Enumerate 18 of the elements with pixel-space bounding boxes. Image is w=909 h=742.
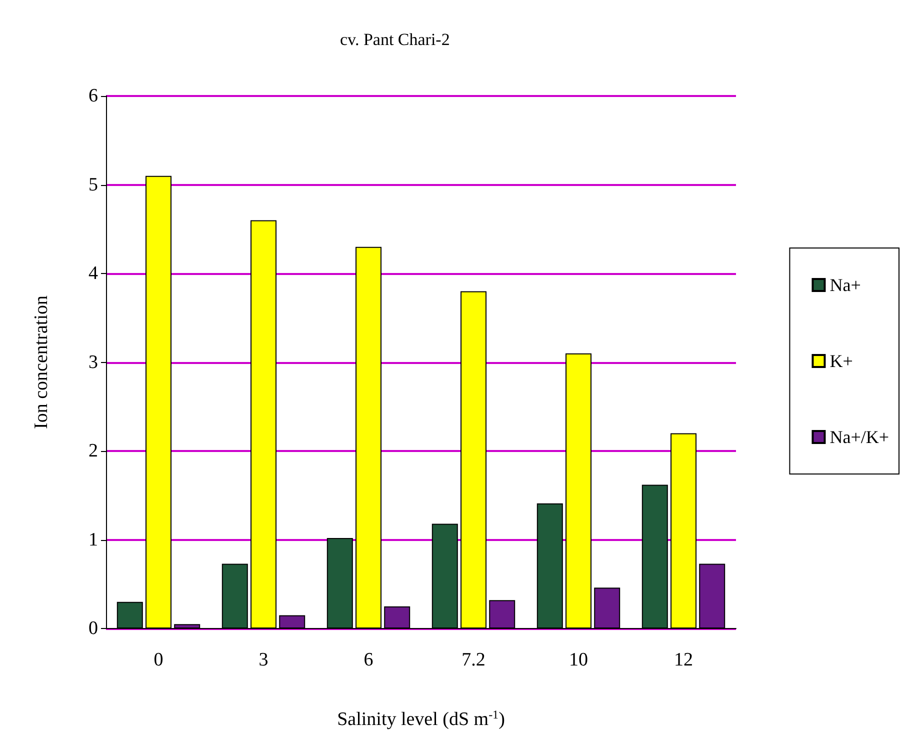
y-tick-label: 3 — [88, 352, 98, 373]
legend-label: K+ — [830, 351, 853, 371]
x-tick-label: 12 — [674, 650, 693, 670]
chart-title: cv. Pant Chari-2 — [340, 30, 450, 49]
legend-label: Na+/K+ — [830, 427, 890, 447]
x-tick-label: 0 — [154, 650, 164, 670]
legend-label: Na+ — [830, 275, 861, 295]
y-axis-title: Ion concentration — [31, 295, 52, 429]
x-tick-label: 10 — [569, 650, 588, 670]
x-tick-label: 3 — [258, 650, 268, 670]
x-tick-label: 7.2 — [462, 650, 486, 670]
y-tick-label: 5 — [88, 174, 98, 196]
y-tick-label: 4 — [88, 263, 98, 284]
y-tick-label: 2 — [88, 440, 98, 462]
y-tick-label: 1 — [88, 529, 98, 550]
y-tick-label: 6 — [88, 86, 98, 106]
x-tick-label: 6 — [364, 650, 374, 670]
y-tick-label: 0 — [88, 618, 98, 639]
